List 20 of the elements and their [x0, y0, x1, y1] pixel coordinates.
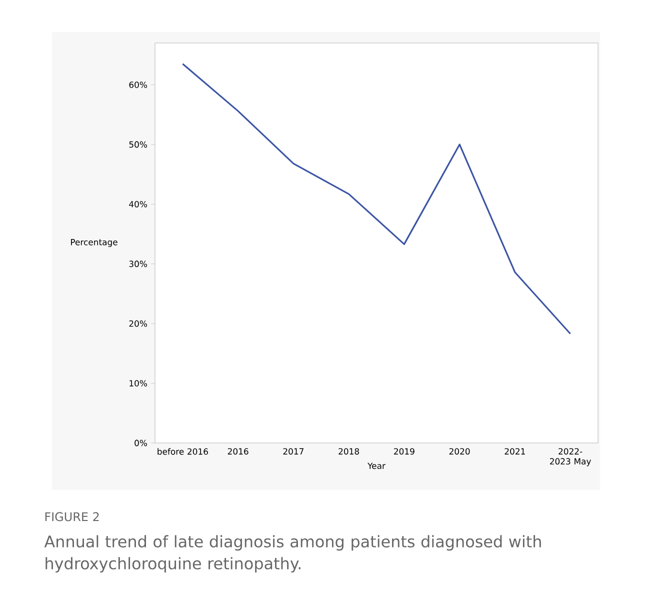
x-tick-label: 2016	[228, 448, 248, 455]
x-tick-label: before 2016	[158, 448, 208, 455]
text: FIGURE 2	[45, 512, 99, 522]
x-axis-title: Year	[368, 462, 386, 470]
y-tick-label: 30%	[129, 260, 148, 268]
y-tick-label: 10%	[130, 380, 148, 386]
y-axis-title: Percentage	[71, 239, 118, 247]
line-series	[182, 63, 572, 335]
x-tick-label: 2018	[338, 448, 360, 455]
y-tick-label: 50%	[129, 141, 148, 148]
x-tick-label: 2021	[504, 448, 525, 455]
y-tick-label: 40%	[129, 200, 148, 208]
x-tick-label: 2020	[449, 448, 470, 455]
y-tick-label: 0%	[134, 440, 148, 446]
x-tick-label: 2017	[283, 448, 304, 455]
y-tick-label: 60%	[129, 82, 148, 88]
x-tick-label: 2022-2023 May	[550, 448, 591, 466]
text: Annual trend of late diagnosis among patients diagnosed with hydroxychloroquine retinopathy.	[44, 535, 541, 573]
x-tick-label: 2019	[394, 448, 414, 455]
y-tick-label: 20%	[129, 320, 148, 327]
